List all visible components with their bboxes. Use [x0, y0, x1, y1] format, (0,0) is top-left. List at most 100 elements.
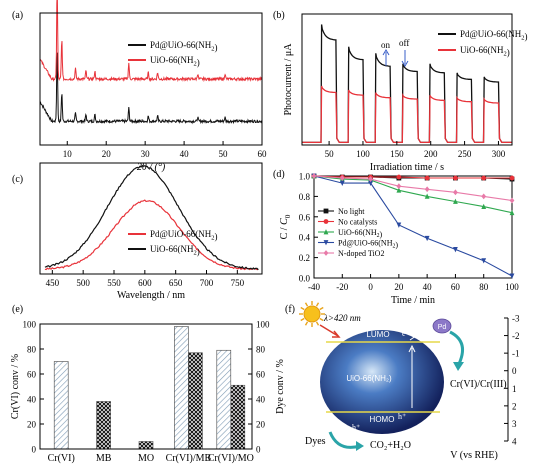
reduction-arrow-head: [453, 362, 464, 371]
bar: [230, 384, 246, 450]
plot-frame: [39, 162, 263, 275]
sun-ray: [300, 317, 305, 322]
x-tick-label: 700: [200, 278, 214, 288]
light-label: λ>420 nm: [323, 313, 361, 323]
data-point: [453, 175, 458, 181]
electron-label: e⁻: [402, 329, 410, 338]
plot-frame: [301, 13, 513, 146]
panel-label-d: (d): [273, 169, 285, 180]
x-tick-label: 20: [102, 149, 112, 159]
arrow-on-head: [382, 49, 390, 56]
lumo-label: LUMO: [366, 330, 389, 339]
legend-label: Pd@UiO-66(NH2): [150, 229, 218, 242]
pd-particle: [432, 318, 452, 334]
panel-c-pl: (c) 450 500 550 600 650 700 750 Wavelength / nm P…: [12, 162, 263, 301]
photocurrent-series-line: [302, 85, 512, 144]
x-axis-label: Time / min: [391, 295, 435, 306]
x-tick-label: 100: [505, 282, 519, 292]
data-point: [396, 174, 402, 180]
data-point: [509, 197, 515, 204]
homo-label: HOMO: [370, 415, 395, 424]
degradation-series-line: [313, 175, 513, 277]
y-tick-label: 60: [256, 370, 266, 380]
y-tick-label: 1.0: [299, 172, 311, 182]
category-label: Cr(VI)/MB: [166, 453, 212, 464]
legend-label: No catalysts: [338, 218, 377, 227]
x-tick-label: 500: [76, 278, 90, 288]
sun-ray: [304, 321, 309, 326]
y-tick-label: 100: [256, 320, 270, 330]
y-axis-label-right: Dye conv / %: [275, 359, 286, 414]
sun-ray: [315, 302, 320, 307]
y-tick-label: 20: [27, 420, 37, 430]
bar: [188, 352, 203, 450]
x-axis-label: 2θ / (°): [137, 162, 166, 173]
x-tick-label: 40: [180, 149, 190, 159]
legend-label: UiO-66(NH2): [150, 244, 200, 257]
x-tick-label: 10: [63, 149, 73, 159]
data-point: [368, 180, 373, 187]
data-point: [323, 250, 329, 256]
legend-label: Pd@UiO-66(NH2): [460, 29, 528, 42]
plot-frame: [39, 12, 263, 146]
legend-label: N-doped TiO2: [338, 249, 384, 258]
excitation-arrow-head: [408, 344, 416, 353]
sun-ray: [319, 317, 324, 322]
legend-label: No light: [338, 207, 365, 216]
y-tick-label: 0.0: [299, 274, 311, 284]
legend-label: UiO-66(NH2): [338, 228, 383, 239]
potential-tick-label: -3: [512, 314, 520, 324]
x-tick-label: 200: [424, 149, 438, 159]
panel-d-degradation: (d) -40 -20 0 20 40 60 80 100 0.0 0.2 0.4 0.6 0.8 1.0 T…: [273, 169, 519, 306]
x-tick-label: 50: [325, 149, 335, 159]
data-point: [509, 273, 515, 279]
bar: [53, 361, 69, 450]
y-tick-label: 60: [27, 370, 37, 380]
data-point: [424, 193, 430, 199]
y-tick-label: 80: [27, 345, 37, 355]
y-tick-label: 100: [23, 320, 37, 330]
panel-label-b: (b): [273, 10, 285, 21]
data-point: [323, 208, 329, 214]
pl-series-line: [44, 164, 259, 271]
oxidation-arrow-head: [356, 441, 364, 451]
category-label: Cr(VI): [48, 453, 75, 464]
x-tick-label: 60: [258, 149, 268, 159]
x-tick-label: 30: [141, 149, 151, 159]
x-tick-label: 150: [390, 149, 404, 159]
x-tick-label: 250: [458, 149, 472, 159]
data-point: [424, 175, 430, 181]
potential-tick-label: -1: [512, 349, 520, 359]
panel-label-a: (a): [12, 10, 23, 21]
y-axis-label: C / C0: [279, 214, 292, 239]
legend-label: UiO-66(NH2): [150, 55, 200, 68]
x-tick-label: 40: [423, 282, 433, 292]
reduction-label: Cr(VI)/Cr(III): [450, 379, 507, 390]
particle-label: UiO-66(NH₂): [346, 374, 392, 383]
y-tick-label: 0.4: [299, 233, 311, 243]
particle-sphere: [320, 330, 444, 434]
y-tick-label: 80: [256, 345, 266, 355]
reduction-arrow: [449, 330, 464, 367]
x-tick-label: 300: [492, 149, 506, 159]
x-axis-label: Wavelength / nm: [117, 290, 185, 301]
panel-b-photocurrent: (b) 50 100 150 200 250 300 Irradiation time / s…: [273, 10, 528, 173]
y-tick-label: 0: [32, 445, 37, 455]
panel-e-bars: (e)Cr(VI) MB MO Cr(VI)/MBCr(VI)/MO020406080…: [10, 304, 286, 464]
bar: [138, 441, 154, 450]
legend-label: Pd@UiO-66(NH2): [150, 40, 218, 53]
data-point: [396, 183, 402, 190]
potential-tick-label: -2: [512, 331, 520, 341]
x-tick-label: 80: [479, 282, 489, 292]
data-point: [396, 187, 402, 193]
hole-label: h⁺: [398, 412, 406, 421]
potential-tick-label: 4: [512, 437, 517, 447]
electron-transfer-arrow: [409, 327, 434, 341]
panel-f-mechanism: (f) λ>420 nm LUMO HOMO UiO-66(NH₂) e⁻ h⁺ h⁺ Pd Cr…: [285, 301, 520, 461]
sun-ray: [319, 306, 324, 311]
x-tick-label: 60: [451, 282, 461, 292]
data-point: [509, 175, 515, 181]
annotation-on: on: [381, 40, 391, 50]
category-label: Cr(VI)/MO: [208, 453, 254, 464]
